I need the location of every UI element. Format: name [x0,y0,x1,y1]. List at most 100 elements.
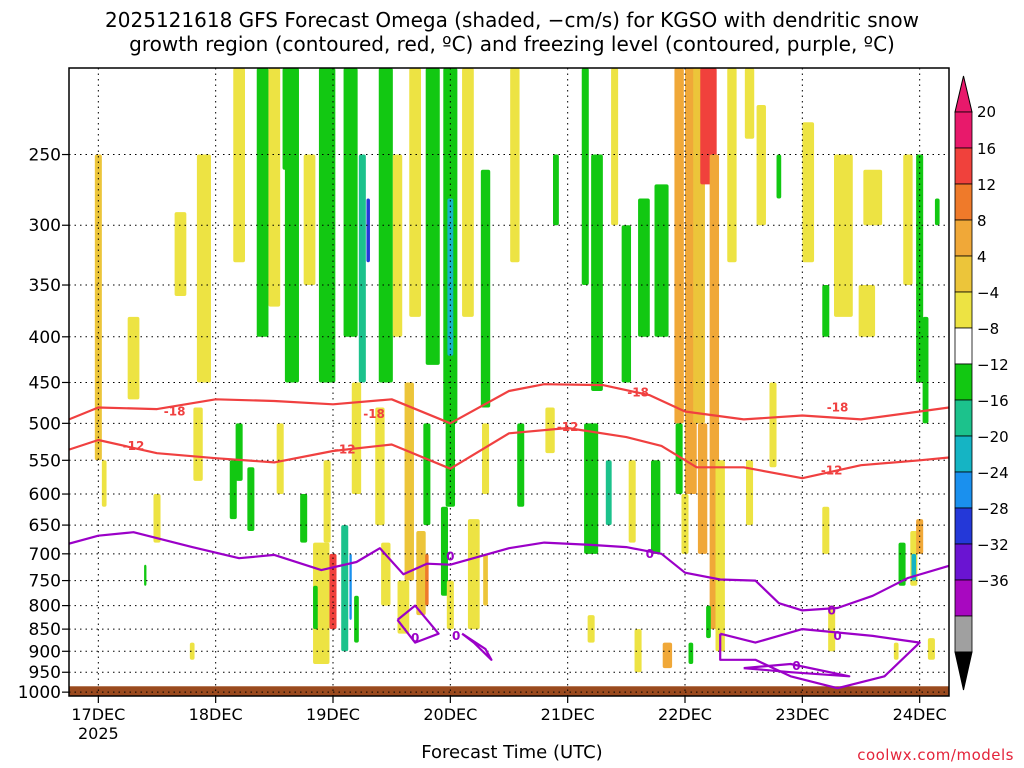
omega-cell [828,605,836,652]
omega-cell [482,423,490,495]
omega-cell [445,382,456,507]
omega-cell [688,642,694,664]
x-axis-label: Forecast Time (UTC) [421,742,603,763]
colorbar: 20 16 12 8 4 −4 −8 −12 −16 −20 −24 −28 −32 −36 [954,75,1009,691]
omega-cell [416,531,426,616]
omega-cell [354,595,359,643]
y-tick-label: 600 [29,485,61,505]
site-credit: coolwx.com/models [857,746,1014,764]
contour-label: -12 [334,443,356,457]
omega-cell [127,316,140,400]
omega-cell [425,553,429,606]
colorbar-segment [954,255,973,293]
contour-line [461,632,493,661]
contour-lines [69,383,949,690]
colorbar-segment [954,435,973,473]
omega-cell [638,198,650,337]
omega-cell [446,580,454,630]
colorbar-segment [954,147,973,185]
omega-cell [605,460,612,526]
omega-cell [392,154,403,337]
grid-lines [69,68,949,696]
omega-cell [174,212,187,296]
omega-cell [313,542,330,664]
chart-title-line-1: 2025121618 GFS Forecast Omega (shaded, −… [105,8,919,32]
omega-cell [621,225,632,383]
omega-cell [581,68,589,286]
x-tick-label: 19DEC [306,705,360,724]
omega-cell [233,68,245,263]
omega-cell [94,154,102,461]
contour-line [69,426,949,480]
omega-cell [313,585,318,630]
omega-cell [650,460,661,554]
colorbar-segment [954,471,973,509]
omega-cell [318,68,336,383]
contour-label: 0 [827,603,835,617]
colorbar-label: 12 [977,176,996,194]
omega-cell [409,68,421,317]
omega-cell [341,525,349,652]
omega-cell [628,460,636,543]
contour-label: -12 [557,420,579,434]
omega-cell [467,519,480,630]
omega-cell [323,460,331,543]
y-tick-label: 250 [29,146,61,166]
omega-cell [858,285,876,337]
colorbar-label: 20 [977,103,996,121]
x-tick-label: 17DEC [71,705,125,724]
colorbar-segment [954,543,973,581]
colorbar-label: 8 [977,212,987,230]
omega-cell [934,198,940,226]
contour-line [719,628,921,690]
colorbar-label: −28 [977,500,1009,518]
omega-cell [480,169,491,408]
colorbar-label: −16 [977,392,1009,410]
omega-cell [674,68,684,424]
omega-cell [284,68,299,383]
contour-labels: -18 -18 -18 -18 -12 -12 -12 -12 0 0 0 0 0 0 0 [123,386,849,673]
colorbar-label: −36 [977,572,1009,590]
contour-label: -12 [123,439,145,453]
contour-label: -18 [827,401,849,415]
omega-cell [196,154,211,383]
omega-cell [404,382,414,581]
omega-cell [822,506,830,554]
y-tick-label: 500 [29,414,61,434]
omega-cell [553,154,559,226]
y-tick-label: 350 [29,276,61,296]
x-tick-label: 20DEC [423,705,477,724]
omega-cell [662,642,673,669]
colorbar-label: −12 [977,356,1009,374]
omega-cell [776,154,782,199]
omega-cell [235,423,243,481]
omega-cell [634,629,642,673]
omega-cell [189,642,195,660]
contour-line [743,662,851,678]
colorbar-segment [954,111,973,149]
y-tick-label: 550 [29,451,61,471]
colorbar-label: 4 [977,248,987,266]
omega-shading [94,68,940,673]
omega-cell [903,154,913,286]
omega-cell [351,382,362,495]
colorbar-label: −4 [977,284,999,302]
omega-cell [675,423,683,495]
omega-cell [247,467,255,532]
omega-cell [822,285,830,337]
colorbar-segment [954,363,973,401]
omega-cell [510,68,520,263]
contour-label: -12 [821,464,843,478]
contour-label: 0 [452,629,460,643]
contour-label: -18 [363,407,385,421]
ground-surface [69,686,949,696]
omega-cell [927,638,935,660]
contour-line [69,383,949,425]
y-tick-label: 850 [29,620,61,640]
x-tick-label: 21DEC [541,705,595,724]
omega-cell [101,460,107,507]
y-tick-label: 800 [29,597,61,617]
omega-cell [584,423,599,554]
colorbar-label: −24 [977,464,1009,482]
